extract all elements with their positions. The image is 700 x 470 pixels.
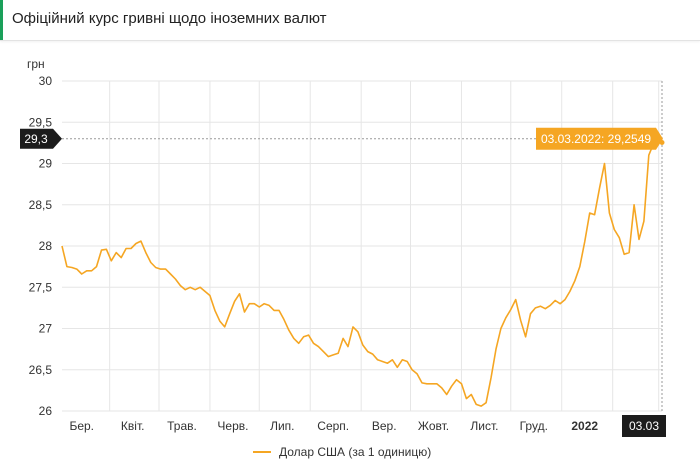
y-axis-ticks: 26 26,5 27 27,5 28 28,5 29 29,5 30 xyxy=(29,74,53,418)
legend[interactable]: Долар США (за 1 одиницю) xyxy=(253,445,431,459)
crosshair-y-badge: 29,3 xyxy=(20,128,62,149)
tooltip-bg xyxy=(536,127,663,150)
x-tick-label: Лип. xyxy=(270,419,294,433)
crosshair: 29,3 03.03 03.03.2022: 29,2549 xyxy=(20,81,666,437)
series-line-usd xyxy=(61,141,663,407)
y-tick-label: 28,5 xyxy=(29,198,53,212)
y-tick-label: 26 xyxy=(39,404,53,418)
grid-lines xyxy=(62,80,662,412)
crosshair-x-label: 03.03 xyxy=(629,419,659,433)
x-tick-label: Серп. xyxy=(317,419,349,433)
x-axis-ticks: Бер. Квіт. Трав. Черв. Лип. Серп. Вер. Жовт. Лис… xyxy=(69,419,598,433)
y-tick-label: 27 xyxy=(39,322,53,336)
x-tick-label: Вер. xyxy=(372,419,397,433)
crosshair-x-badge-bg xyxy=(622,415,666,437)
crosshair-y-badge-bg xyxy=(20,128,62,149)
x-tick-label: Черв. xyxy=(217,419,248,433)
x-tick-label: Жовт. xyxy=(418,419,449,433)
x-tick-label: Бер. xyxy=(69,419,94,433)
y-tick-label: 27,5 xyxy=(29,280,53,294)
x-tick-label: Трав. xyxy=(167,419,197,433)
x-tick-label: 2022 xyxy=(571,419,598,433)
y-tick-label: 29 xyxy=(39,157,53,171)
y-tick-label: 28 xyxy=(39,239,53,253)
x-tick-label: Лист. xyxy=(470,419,498,433)
y-tick-label: 29,5 xyxy=(29,115,53,129)
crosshair-y-label: 29,3 xyxy=(24,132,48,146)
y-axis-label: грн xyxy=(27,57,45,71)
chart-header: Офіційний курс гривні щодо іноземних вал… xyxy=(0,0,700,41)
legend-label[interactable]: Долар США (за 1 одиницю) xyxy=(279,445,431,459)
y-tick-label: 26,5 xyxy=(29,363,53,377)
page-title: Офіційний курс гривні щодо іноземних вал… xyxy=(12,10,327,27)
exchange-rate-chart[interactable]: 26 26,5 27 27,5 28 28,5 29 29,5 30 грн Бер. Квіт.… xyxy=(0,40,700,470)
crosshair-x-badge: 03.03 xyxy=(622,415,666,437)
hover-point xyxy=(659,139,665,145)
x-tick-label: Квіт. xyxy=(121,419,145,433)
x-tick-label: Груд. xyxy=(520,419,548,433)
y-tick-label: 30 xyxy=(39,74,53,88)
series-layer xyxy=(61,141,663,407)
tooltip: 03.03.2022: 29,2549 xyxy=(536,127,663,150)
header-accent-bar xyxy=(0,0,3,40)
tooltip-text: 03.03.2022: 29,2549 xyxy=(541,132,651,146)
